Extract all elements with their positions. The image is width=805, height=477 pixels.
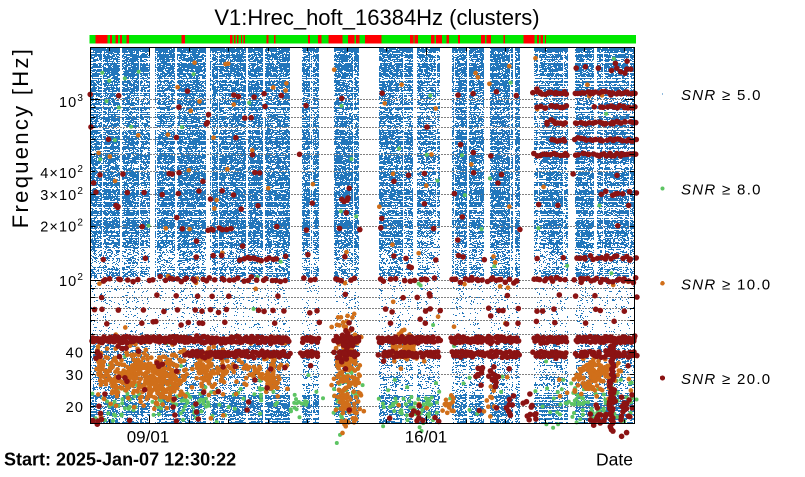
svg-text:SNR ≥ 5.0: SNR ≥ 5.0 — [681, 87, 762, 104]
svg-text:16/01: 16/01 — [405, 428, 448, 447]
svg-text:SNR ≥ 8.0: SNR ≥ 8.0 — [681, 182, 762, 199]
svg-text:V1:Hrec_hoft_16384Hz (clusters: V1:Hrec_hoft_16384Hz (clusters) — [214, 5, 539, 30]
svg-text:3×102: 3×102 — [40, 186, 84, 204]
svg-text:Frequency [Hz]: Frequency [Hz] — [8, 47, 33, 228]
svg-text:40: 40 — [66, 346, 84, 362]
svg-text:Date: Date — [596, 450, 633, 470]
svg-text:SNR ≥ 20.0: SNR ≥ 20.0 — [681, 371, 771, 388]
svg-text:09/01: 09/01 — [127, 428, 170, 447]
svg-text:30: 30 — [66, 368, 84, 384]
svg-text:20: 20 — [66, 400, 84, 416]
svg-text:102: 102 — [59, 272, 84, 290]
svg-text:103: 103 — [59, 93, 84, 111]
svg-text:Start: 2025-Jan-07 12:30:22: Start: 2025-Jan-07 12:30:22 — [4, 450, 236, 470]
svg-text:2×102: 2×102 — [40, 218, 84, 236]
svg-text:SNR ≥ 10.0: SNR ≥ 10.0 — [681, 276, 771, 293]
svg-text:4×102: 4×102 — [40, 164, 84, 182]
